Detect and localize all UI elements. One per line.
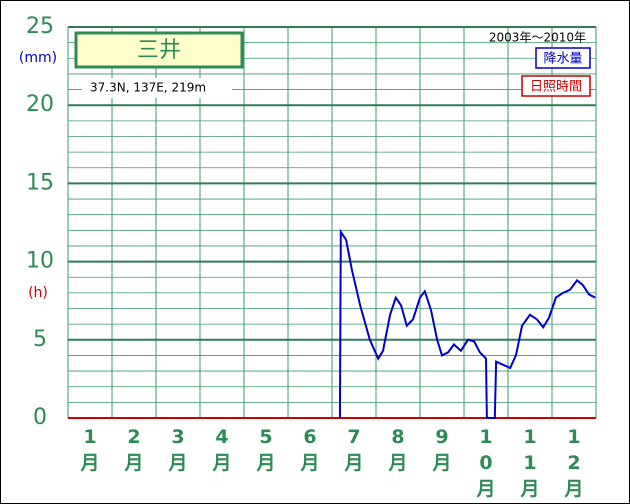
y-tick-label: 20 xyxy=(26,92,54,117)
period: 2003年〜2010年 xyxy=(489,31,586,45)
y-tick-label: 15 xyxy=(26,170,54,195)
x-tick-label: 10月 xyxy=(476,426,496,500)
x-tick-label: 5月 xyxy=(256,426,276,474)
x-tick-label: 9月 xyxy=(432,426,452,474)
x-tick-label: 6月 xyxy=(300,426,320,474)
x-tick-label: 12月 xyxy=(564,426,584,500)
legend-box xyxy=(535,47,591,69)
x-tick-label: 8月 xyxy=(388,426,408,474)
title-box xyxy=(74,31,244,69)
x-tick-label: 1月 xyxy=(80,426,100,474)
subtitle-bg xyxy=(82,78,232,98)
y-tick-label: 5 xyxy=(33,327,47,352)
x-tick-label: 4月 xyxy=(212,426,232,474)
x-tick-label: 3月 xyxy=(168,426,188,474)
legend-label: 降水量 xyxy=(543,52,582,67)
series-line xyxy=(338,228,596,419)
x-tick-label: 7月 xyxy=(344,426,364,474)
y-tick-label: 10 xyxy=(26,249,54,274)
y-tick-label: 25 xyxy=(26,14,54,39)
x-tick-label: 2月 xyxy=(124,426,144,474)
legend-label: 日照時間 xyxy=(530,80,582,95)
y-unit-right: (h) xyxy=(28,285,48,301)
x-tick-label: 11月 xyxy=(520,426,540,500)
y-unit-left: (mm) xyxy=(19,50,57,66)
chart-title: 三井 xyxy=(137,38,181,63)
subtitle: 37.3N, 137E, 219m xyxy=(90,81,206,95)
y-tick-label: 0 xyxy=(33,405,47,430)
legend-box xyxy=(521,75,591,97)
